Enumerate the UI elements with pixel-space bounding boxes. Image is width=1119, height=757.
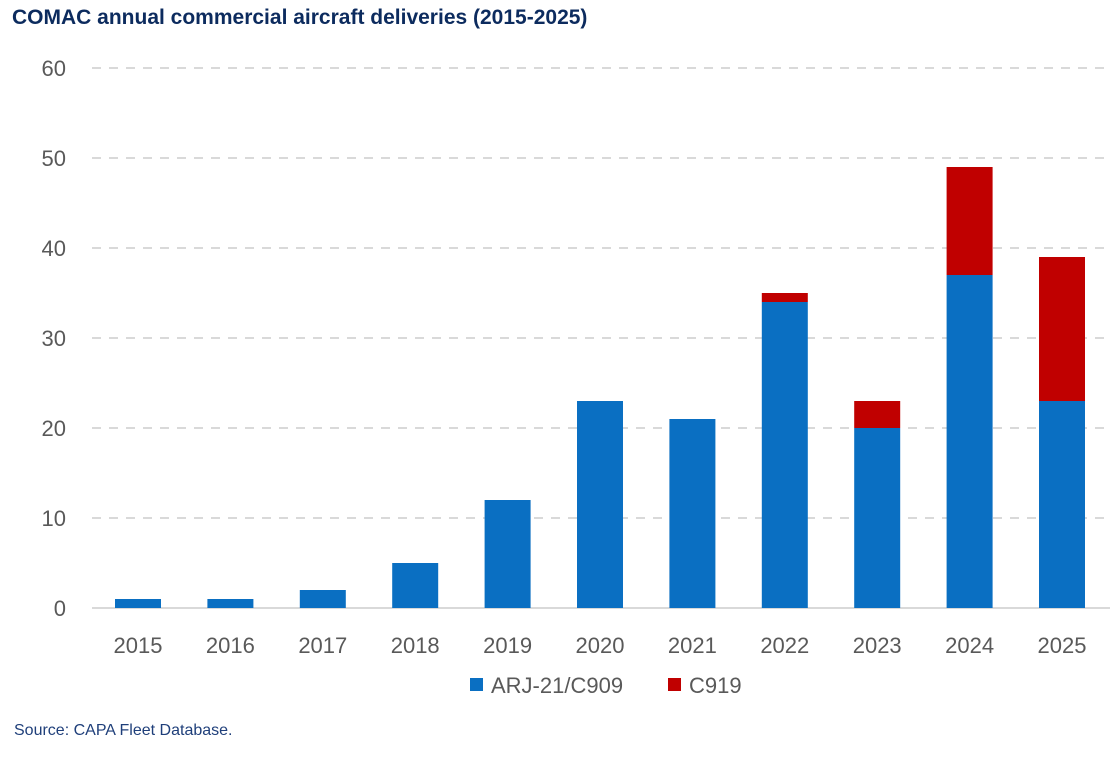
y-tick-label: 10 (42, 506, 66, 531)
bar-arj21-2020 (577, 401, 623, 608)
bar-arj21-2022 (761, 302, 808, 608)
bar-c919-2025 (1039, 257, 1085, 401)
bar-c919-2023 (854, 401, 901, 428)
bar-c919-2024 (946, 167, 993, 275)
bar-arj21-2016 (207, 599, 254, 608)
x-tick-label: 2022 (760, 633, 809, 658)
bar-arj21-2018 (392, 563, 439, 608)
x-tick-label: 2025 (1038, 633, 1087, 658)
x-tick-label: 2019 (483, 633, 532, 658)
y-tick-label: 0 (54, 596, 66, 621)
bar-arj21-2019 (484, 500, 531, 608)
legend-swatch-arj21 (470, 678, 483, 691)
x-tick-label: 2016 (206, 633, 255, 658)
x-tick-label: 2017 (298, 633, 347, 658)
x-tick-label: 2015 (114, 633, 163, 658)
legend-label-arj21: ARJ-21/C909 (491, 673, 623, 698)
y-tick-label: 40 (42, 236, 66, 261)
y-tick-label: 20 (42, 416, 66, 441)
bars (115, 167, 1085, 608)
x-tick-label: 2018 (391, 633, 440, 658)
x-axis: 2015 2016 2017 2018 2019 2020 2021 2022 2023 2024… (114, 633, 1087, 658)
legend: ARJ-21/C909 C919 (470, 673, 742, 698)
bar-arj21-2025 (1039, 401, 1085, 608)
page-title: COMAC annual commercial aircraft deliver… (12, 6, 588, 29)
y-tick-label: 60 (42, 56, 66, 81)
bar-arj21-2023 (854, 428, 901, 608)
legend-label-c919: C919 (689, 673, 742, 698)
bar-arj21-2017 (299, 590, 346, 608)
y-axis: 0 10 20 30 40 50 60 (42, 56, 66, 621)
bar-arj21-2015 (115, 599, 161, 608)
x-tick-label: 2024 (945, 633, 994, 658)
x-tick-label: 2021 (668, 633, 717, 658)
bar-c919-2022 (761, 293, 808, 302)
bar-arj21-2021 (669, 419, 716, 608)
x-tick-label: 2023 (853, 633, 902, 658)
y-tick-label: 50 (42, 146, 66, 171)
y-tick-label: 30 (42, 326, 66, 351)
bar-arj21-2024 (946, 275, 993, 608)
x-tick-label: 2020 (576, 633, 625, 658)
source-note: Source: CAPA Fleet Database. (14, 722, 233, 739)
legend-swatch-c919 (668, 678, 681, 691)
